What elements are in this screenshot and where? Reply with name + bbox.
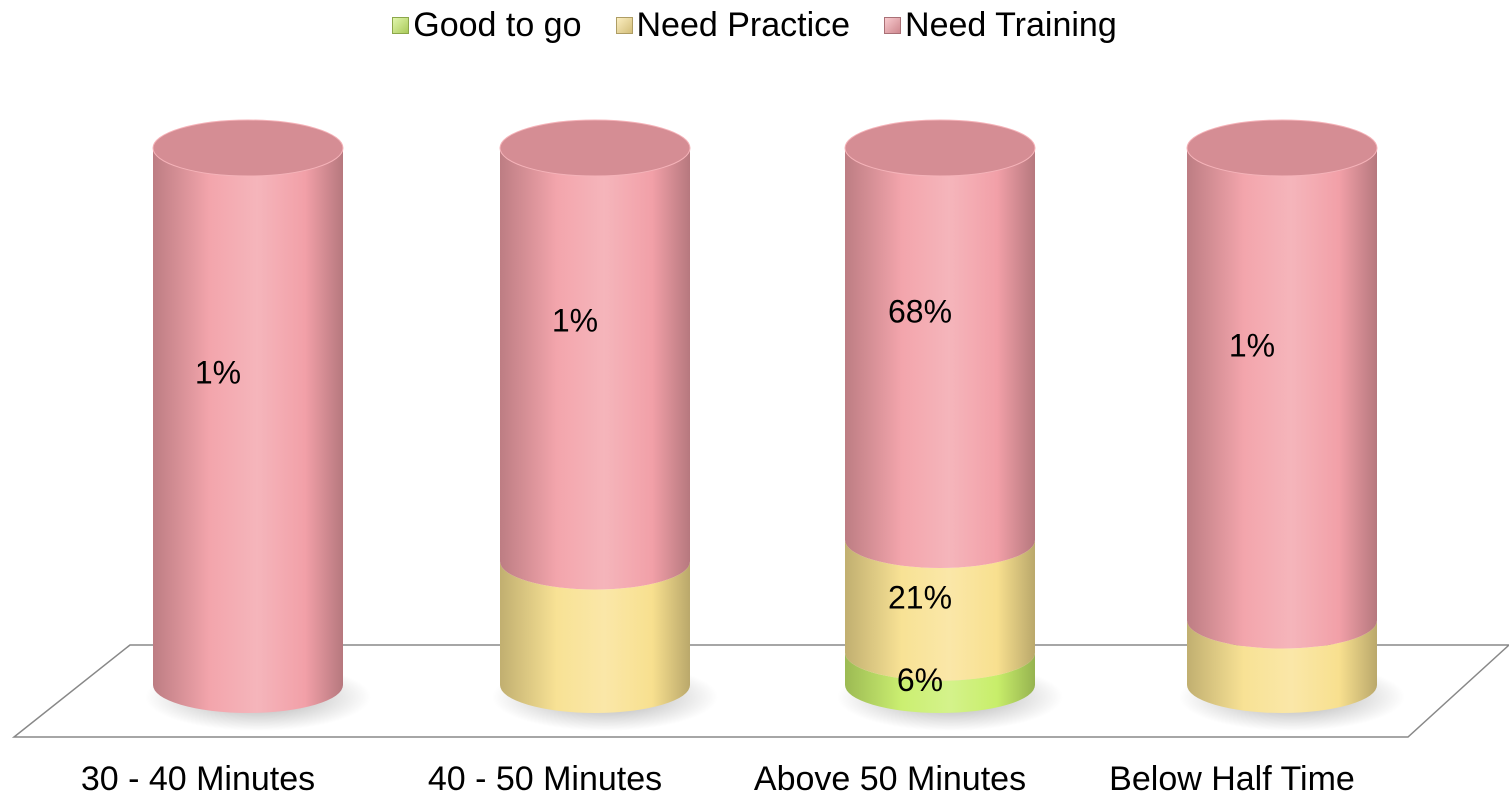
legend: Good to go Need Practice Need Training <box>0 0 1509 50</box>
legend-item-need-training: Need Training <box>884 6 1117 45</box>
category-label-30-40-minutes: 30 - 40 Minutes <box>81 760 315 795</box>
legend-label: Good to go <box>413 5 582 44</box>
segment-need-practice-above-50-minutes <box>845 540 1035 681</box>
data-label-good-to-go-above-50-minutes: 6% <box>897 662 943 698</box>
cylinder-top-30-40-minutes <box>152 119 344 177</box>
legend-item-good-to-go: Good to go <box>392 5 582 45</box>
legend-label: Need Practice <box>636 5 851 44</box>
category-label-above-50-minutes: Above 50 Minutes <box>754 760 1026 795</box>
segment-good-to-go-above-50-minutes <box>845 652 1035 713</box>
data-label-need-training-above-50-minutes: 68% <box>888 294 952 330</box>
legend-swatch <box>392 16 410 34</box>
segment-need-training-below-half-time <box>1187 148 1377 649</box>
data-label-need-training-40-50-minutes: 1% <box>552 303 598 339</box>
cylinder-top-below-half-time <box>1186 119 1378 177</box>
category-label-below-half-time: Below Half Time <box>1109 760 1355 795</box>
segment-need-practice-40-50-minutes <box>500 561 690 713</box>
cylinder-30-40-minutes: 1% <box>145 119 371 731</box>
segment-need-training-above-50-minutes <box>845 148 1035 569</box>
segment-need-practice-below-half-time <box>1187 620 1377 713</box>
cylinder-below-half-time: 1% <box>1179 119 1405 731</box>
cylinder-top-above-50-minutes <box>844 119 1036 177</box>
chart-floor <box>11 644 1509 738</box>
cylinder-above-50-minutes: 6% 21% 68% <box>837 119 1063 731</box>
legend-label: Need Training <box>905 5 1117 44</box>
category-label-40-50-minutes: 40 - 50 Minutes <box>428 760 662 795</box>
segment-need-training-40-50-minutes <box>500 148 690 590</box>
data-label-need-training-below-half-time: 1% <box>1229 327 1275 363</box>
data-label-need-practice-above-50-minutes: 21% <box>888 579 952 615</box>
legend-swatch <box>615 16 633 34</box>
data-label-need-training-30-40-minutes: 1% <box>195 355 241 391</box>
segment-need-training-30-40-minutes <box>153 148 343 713</box>
cylinder-top-40-50-minutes <box>499 119 691 177</box>
cylinder-40-50-minutes: 1% <box>492 119 718 731</box>
category-labels: 30 - 40 Minutes 40 - 50 Minutes Above 50 M… <box>81 760 1355 795</box>
legend-swatch <box>884 16 902 34</box>
cylinders: 1% 1% 6% 21% 68% 1% <box>145 119 1405 731</box>
legend-item-need-practice: Need Practice <box>615 5 851 45</box>
